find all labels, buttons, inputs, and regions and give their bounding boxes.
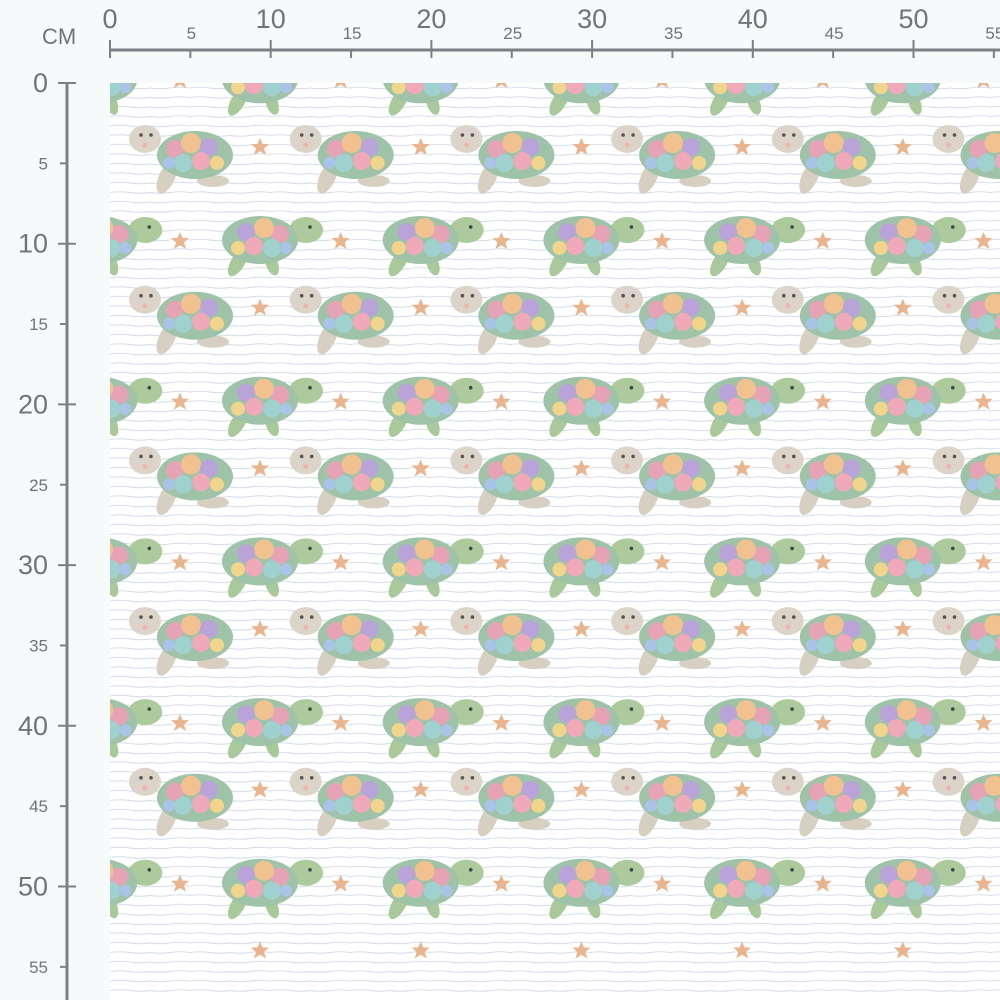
wave-stripe: [110, 770, 1000, 774]
wave-stripe: [110, 181, 1000, 185]
wave-stripe: [110, 761, 1000, 764]
wave-stripe: [110, 124, 1000, 128]
wave-stripe: [110, 666, 1000, 669]
wave-stripe: [110, 609, 1000, 612]
wave-stripe: [110, 846, 1000, 850]
starfish-motif: [90, 299, 108, 316]
wave-stripe: [110, 979, 1000, 983]
wave-stripe: [110, 799, 1000, 802]
wave-stripe: [110, 295, 1000, 299]
wave-stripe: [110, 656, 1000, 660]
wave-stripe: [110, 514, 1000, 517]
beige-turtle-motif: [0, 0, 72, 36]
wave-stripe: [110, 447, 1000, 451]
beige-turtle-motif: [0, 125, 72, 197]
left-ruler-label: 35: [29, 636, 48, 655]
left-ruler-label: 15: [29, 315, 48, 334]
wave-stripe: [110, 989, 1000, 992]
wave-stripe: [110, 210, 1000, 213]
wave-stripe: [110, 647, 1000, 650]
top-ruler-label: 5: [187, 24, 196, 43]
rulers: 0 5 10 15 20 25 30 35 40 45 50 55 0 5 10 15 20 25 30 35 40 45…: [18, 4, 1000, 1000]
wave-stripe: [110, 523, 1000, 527]
wave-stripe: [110, 352, 1000, 356]
top-ruler-label: 20: [416, 4, 446, 34]
starfish-motif: [90, 942, 108, 959]
wave-stripe: [110, 371, 1000, 375]
wave-stripe: [110, 685, 1000, 688]
wave-stripe: [110, 438, 1000, 441]
wave-stripe: [110, 533, 1000, 536]
left-ruler-label: 5: [39, 154, 48, 173]
top-ruler-label: 0: [102, 4, 117, 34]
wave-stripe: [110, 457, 1000, 460]
starfish-motif: [90, 459, 108, 476]
wave-stripe: [110, 970, 1000, 973]
wave-stripe: [110, 827, 1000, 831]
wave-stripe: [110, 780, 1000, 783]
top-ruler-label: 10: [256, 4, 286, 34]
left-ruler-label: 25: [29, 476, 48, 495]
wave-stripe: [110, 324, 1000, 327]
wave-stripe: [110, 276, 1000, 280]
left-ruler-label: 40: [18, 711, 48, 741]
wave-stripe: [110, 495, 1000, 498]
starfish-motif: [90, 781, 108, 798]
top-ruler-label: 55: [985, 24, 1000, 43]
left-ruler-label: 10: [18, 229, 48, 259]
top-ruler-label: 40: [738, 4, 768, 34]
wave-stripe: [110, 314, 1000, 318]
top-ruler-label: 50: [898, 4, 928, 34]
top-ruler-label: 15: [343, 24, 362, 43]
wave-stripe: [110, 637, 1000, 641]
left-ruler-label: 55: [29, 958, 48, 977]
left-ruler-label: 0: [33, 68, 48, 98]
wave-stripe: [110, 115, 1000, 118]
ruler-unit-label: CM: [42, 24, 77, 49]
left-ruler-label: 50: [18, 872, 48, 902]
wave-stripe: [110, 134, 1000, 137]
wave-stripe: [110, 162, 1000, 166]
wave-stripe: [110, 504, 1000, 508]
left-ruler-label: 45: [29, 797, 48, 816]
wave-stripe: [110, 837, 1000, 840]
wave-stripe: [110, 618, 1000, 622]
left-ruler-label: 20: [18, 389, 48, 419]
wave-stripe: [110, 675, 1000, 679]
wave-stripe: [110, 856, 1000, 859]
wave-stripe: [110, 191, 1000, 194]
wave-stripe: [110, 941, 1000, 945]
wave-stripe: [110, 932, 1000, 935]
wave-stripe: [110, 172, 1000, 175]
wave-stripe: [110, 818, 1000, 821]
starfish-motif: [90, 138, 108, 155]
wave-stripe: [110, 485, 1000, 489]
wave-stripe: [110, 951, 1000, 954]
top-ruler-label: 45: [825, 24, 844, 43]
wave-stripe: [110, 200, 1000, 204]
beige-turtle-motif: [129, 0, 233, 36]
wave-stripe: [110, 476, 1000, 479]
wave-stripe: [110, 286, 1000, 289]
wave-stripe: [110, 960, 1000, 964]
starfish-motif: [90, 620, 108, 637]
wave-stripe: [110, 808, 1000, 812]
wave-stripe: [110, 599, 1000, 603]
starfish-motif: [10, 71, 28, 88]
top-ruler-label: 35: [664, 24, 683, 43]
wave-stripe: [110, 153, 1000, 156]
wave-stripe: [110, 362, 1000, 365]
wave-stripe: [110, 333, 1000, 337]
top-ruler-label: 30: [577, 4, 607, 34]
left-ruler-label: 30: [18, 550, 48, 580]
top-ruler-label: 25: [503, 24, 522, 43]
wave-stripe: [110, 694, 1000, 698]
wave-stripe: [110, 922, 1000, 926]
wave-stripe: [110, 343, 1000, 346]
